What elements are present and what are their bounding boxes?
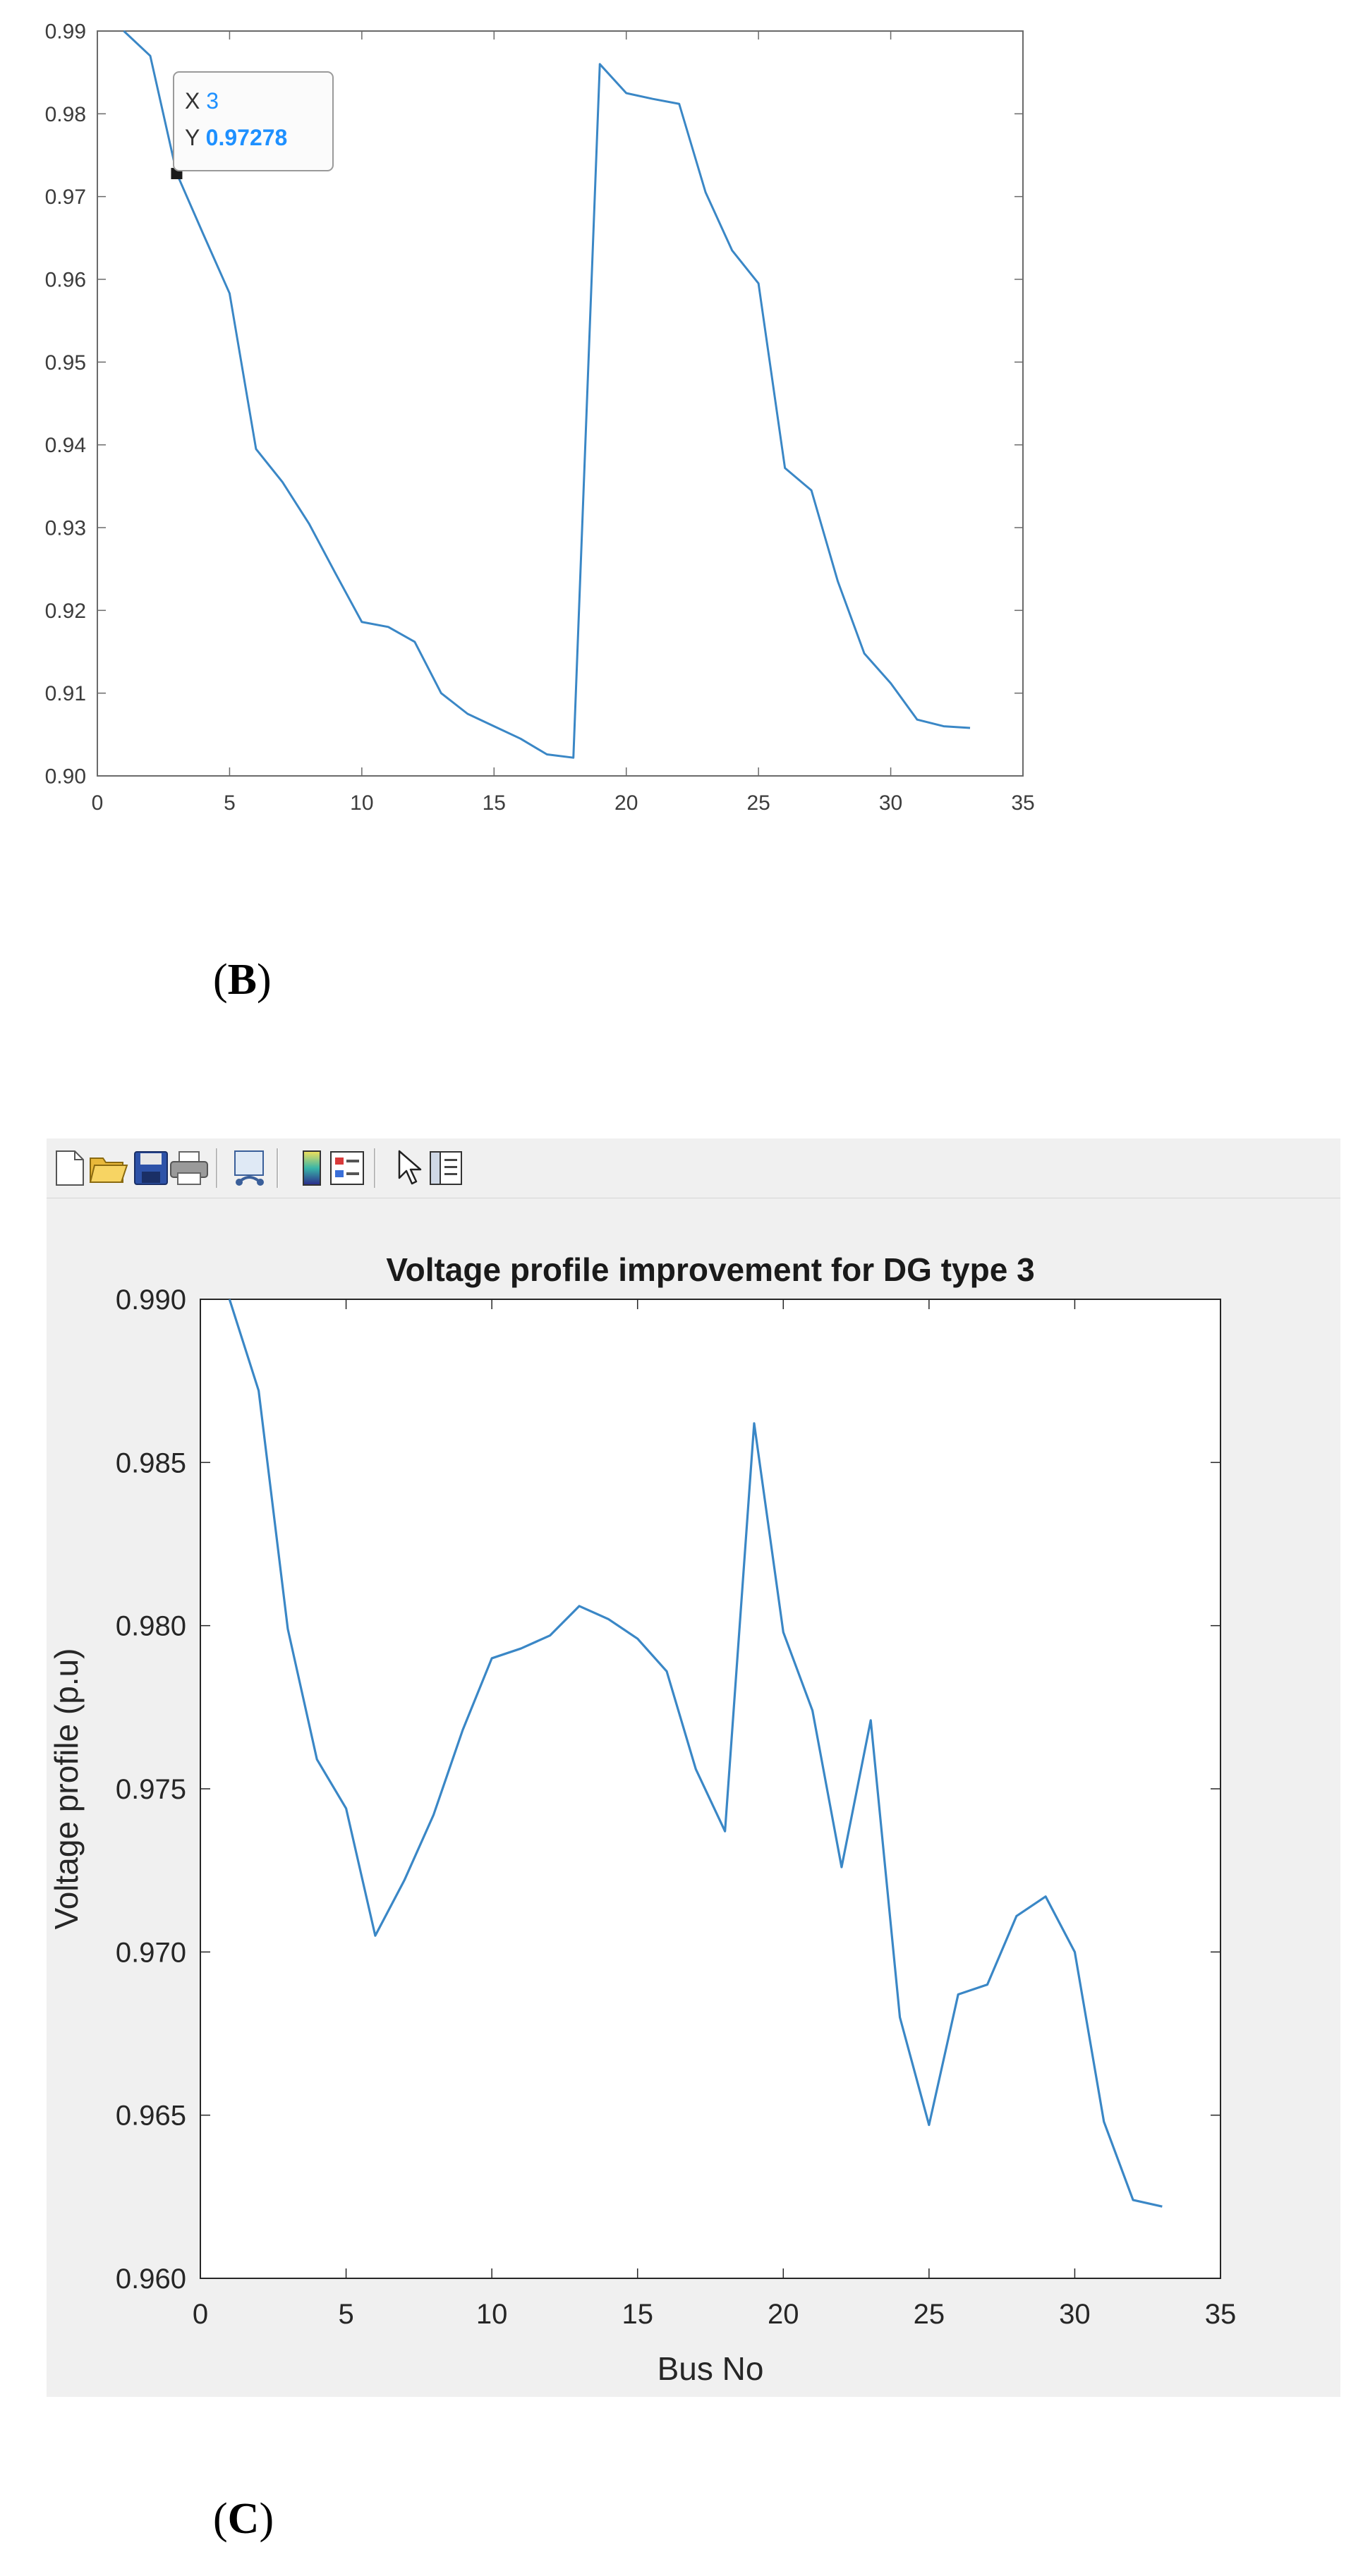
y-tick-label: 0.91 — [45, 682, 86, 705]
x-axis-label: Bus No — [658, 2350, 764, 2387]
axes-box — [97, 30, 1024, 777]
link-plot-icon[interactable] — [229, 1147, 271, 1189]
toolbar-separator — [216, 1148, 218, 1188]
series-line — [228, 1299, 1163, 2208]
datatip-x-value: 3 — [206, 88, 219, 114]
figure-toolbar — [47, 1138, 1340, 1198]
panel-label-b: (B) — [213, 956, 272, 1004]
y-tick-label: 0.965 — [116, 2101, 186, 2132]
y-tick-label: 0.99 — [45, 20, 86, 44]
y-tick-label: 0.96 — [45, 269, 86, 292]
x-tick-label: 25 — [914, 2299, 945, 2330]
datatip-x-label: X — [185, 88, 206, 114]
y-tick-label: 0.990 — [116, 1284, 186, 1316]
axes-box — [200, 1299, 1221, 2279]
chart-title: Voltage profile improvement for DG type … — [386, 1251, 1034, 1288]
y-tick-label: 0.93 — [45, 517, 86, 540]
insert-colorbar-icon[interactable] — [291, 1147, 333, 1189]
x-tick-label: 5 — [224, 791, 236, 815]
datatip-box — [173, 71, 334, 171]
y-tick-label: 0.90 — [45, 765, 86, 789]
x-tick-label: 0 — [92, 791, 104, 815]
x-tick-label: 10 — [476, 2299, 508, 2330]
figure-window: 0 5 10 15 20 25 30 35 0.960 0.965 0.970 0.975 0.980 0… — [47, 1138, 1340, 2397]
y-tick-label: 0.975 — [116, 1774, 186, 1805]
chart-b: 0 5 10 15 20 25 30 35 0.90 0.91 0.92 0.93 0.94 0.95 0.… — [45, 20, 1035, 815]
toolbar-separator — [374, 1148, 376, 1188]
panel-label-b-text: B — [227, 956, 258, 1004]
new-figure-icon[interactable] — [48, 1147, 90, 1189]
y-tick-label: 0.980 — [116, 1611, 186, 1642]
y-tick-label: 0.97 — [45, 186, 86, 209]
y-tick-label: 0.985 — [116, 1447, 186, 1478]
x-tick-label: 25 — [746, 791, 770, 815]
x-tick-label: 20 — [614, 791, 638, 815]
y-tick-label: 0.98 — [45, 103, 86, 126]
open-file-icon[interactable] — [87, 1147, 130, 1189]
datatip-y-label: Y — [185, 125, 206, 150]
datatip-y-row: Y 0.97278 — [185, 125, 287, 150]
y-tick-label: 0.92 — [45, 600, 86, 623]
property-inspector-icon[interactable] — [425, 1147, 467, 1189]
toolbar-separator — [277, 1148, 279, 1188]
edit-plot-icon[interactable] — [388, 1147, 430, 1189]
x-tick-label: 35 — [1011, 791, 1034, 815]
x-tick-label: 20 — [768, 2299, 799, 2330]
x-tick-label: 0 — [193, 2299, 208, 2330]
series-line — [123, 30, 971, 759]
panel-label-c-text: C — [227, 2495, 260, 2543]
datatip-x-row: X 3 — [185, 88, 219, 114]
plot-area — [200, 1299, 1220, 2278]
y-tick-label: 0.94 — [45, 434, 86, 457]
x-tick-label: 15 — [483, 791, 506, 815]
y-tick-label: 0.95 — [45, 351, 86, 375]
insert-legend-icon[interactable] — [326, 1147, 368, 1189]
x-tick-label: 35 — [1205, 2299, 1237, 2330]
x-tick-label: 30 — [879, 791, 902, 815]
y-tick-label: 0.970 — [116, 1937, 186, 1968]
chart-c: 0 5 10 15 20 25 30 35 0.960 0.965 0.970 0.975 0.980 0… — [48, 1251, 1237, 2387]
y-axis-label: Voltage profile (p.u) — [48, 1648, 85, 1930]
y-tick-label: 0.960 — [116, 2264, 186, 2295]
x-tick-label: 15 — [622, 2299, 653, 2330]
panel-label-c: (C) — [213, 2495, 274, 2543]
x-tick-label: 5 — [338, 2299, 353, 2330]
save-icon[interactable] — [130, 1147, 172, 1189]
x-tick-label: 10 — [350, 791, 373, 815]
print-icon[interactable] — [168, 1147, 210, 1189]
x-tick-label: 30 — [1059, 2299, 1091, 2330]
datatip-y-value: 0.97278 — [206, 125, 288, 150]
